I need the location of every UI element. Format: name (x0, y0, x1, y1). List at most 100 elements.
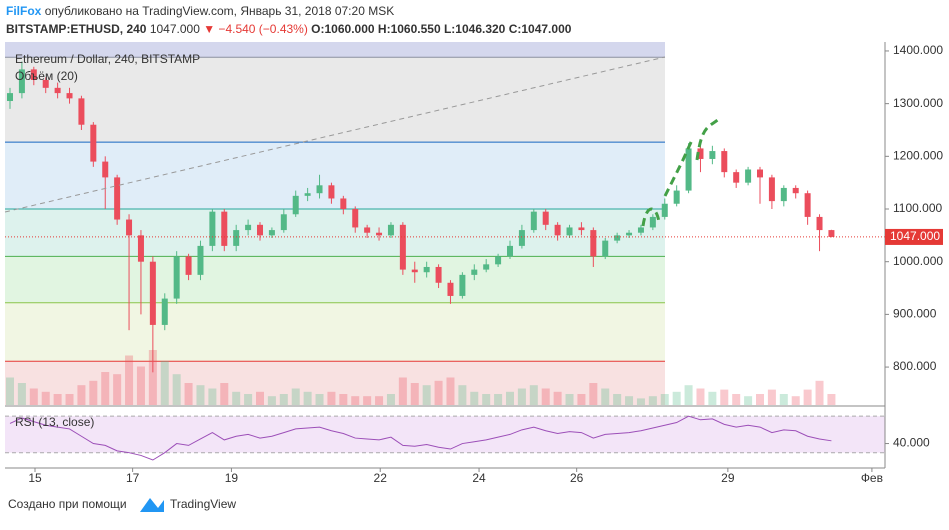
candle-body (530, 211, 537, 231)
x-tick-label: Фев (861, 471, 883, 485)
candle-body (340, 198, 347, 210)
y-tick-label: 1300.000 (893, 96, 943, 110)
candle-body (233, 230, 240, 246)
volume-bar (101, 372, 110, 405)
volume-bar (244, 394, 253, 405)
author: FilFox (6, 4, 42, 18)
candle-body (673, 190, 680, 204)
volume-title: Объём (20) (15, 69, 78, 83)
volume-bar (160, 361, 169, 405)
logo[interactable] (140, 498, 164, 512)
candle-body (471, 269, 478, 275)
candle-body (102, 161, 109, 178)
candle-body (792, 187, 799, 194)
y-tick-label: 1100.000 (893, 201, 942, 215)
volume-bar (708, 391, 717, 405)
candle-body (304, 193, 311, 196)
candle-body (245, 224, 252, 231)
volume-bar (696, 388, 705, 405)
chart-title: Ethereum / Dollar, 240, BITSTAMP (15, 52, 200, 66)
volume-bar (267, 396, 276, 405)
candle-body (399, 224, 406, 270)
candle-body (518, 230, 525, 246)
volume-bar (363, 396, 372, 405)
candle-body (328, 185, 335, 199)
plot (5, 42, 889, 472)
footer-brand[interactable]: TradingView (170, 497, 236, 511)
candle-body (268, 230, 275, 236)
volume-bar (232, 391, 241, 405)
volume-bar (636, 398, 645, 405)
price: 1047.000 (150, 22, 200, 36)
candle-body (42, 79, 49, 88)
volume-bar (136, 366, 145, 405)
volume-bar (791, 396, 800, 405)
x-tick-label: 15 (28, 471, 42, 485)
published: опубликовано на TradingView.com, Январь … (45, 4, 395, 18)
fib-band (5, 256, 665, 303)
candle-body (566, 227, 573, 236)
volume-bar (470, 391, 479, 405)
volume-bar (53, 394, 62, 405)
fib-band (5, 302, 665, 362)
volume-bar (756, 394, 764, 405)
candle-body (173, 256, 180, 299)
arrow (641, 207, 661, 227)
candle-body (387, 224, 394, 236)
volume-bar (529, 385, 538, 405)
candle-body (364, 227, 371, 233)
volume-bar (220, 383, 229, 405)
candle-body (507, 245, 513, 257)
candle-body (828, 230, 835, 237)
candle-body (66, 93, 73, 99)
candle-body (745, 169, 752, 183)
x-tick-label: 29 (721, 471, 735, 485)
fib-band (5, 42, 665, 58)
volume-bar (41, 391, 50, 405)
x-tick-label: 22 (374, 471, 388, 485)
candle-body (54, 87, 61, 94)
volume-bar (506, 391, 514, 405)
candle-body (292, 195, 299, 215)
x-tick-label: 19 (225, 471, 239, 485)
volume-bar (29, 388, 38, 405)
candle-body (757, 169, 763, 178)
volume-bar (767, 389, 776, 405)
volume-bar (732, 394, 741, 405)
volume-bar (208, 388, 217, 405)
rsi-title: RSI (13, close) (15, 415, 94, 429)
volume-bar (672, 391, 681, 405)
volume-bar (541, 388, 550, 405)
volume-bar (351, 396, 360, 405)
candle-body (709, 151, 716, 159)
volume-bar (553, 391, 562, 405)
volume-bar (196, 385, 205, 405)
candle-body (90, 124, 97, 162)
candle-body (459, 274, 466, 296)
rsi-line (9, 415, 832, 461)
open: O:1060.000 (311, 22, 375, 36)
y-tick-label: 1400.000 (893, 43, 943, 57)
footer-text: Создано при помощи (8, 497, 127, 511)
y-tick-label: 900.000 (893, 307, 937, 321)
high: H:1060.550 (378, 22, 441, 36)
rsi-tick-label: 40.000 (893, 436, 930, 450)
candle-body (637, 227, 644, 233)
candle-body (161, 298, 168, 325)
volume-bar (398, 377, 407, 405)
symbol: BITSTAMP:ETHUSD, 240 (6, 22, 147, 36)
x-tick-label: 17 (126, 471, 140, 485)
candle-body (257, 224, 263, 236)
volume-bar (565, 394, 574, 405)
volume-bar (613, 394, 622, 405)
rsi-band (5, 416, 885, 453)
candle-body (185, 256, 192, 275)
forecast-arrows (641, 115, 723, 227)
volume-bar (386, 394, 395, 405)
volume-bar (815, 380, 824, 405)
volume-bar (589, 383, 598, 405)
candle-body (209, 211, 216, 246)
candle-body (768, 177, 775, 202)
candle-body (423, 266, 430, 273)
